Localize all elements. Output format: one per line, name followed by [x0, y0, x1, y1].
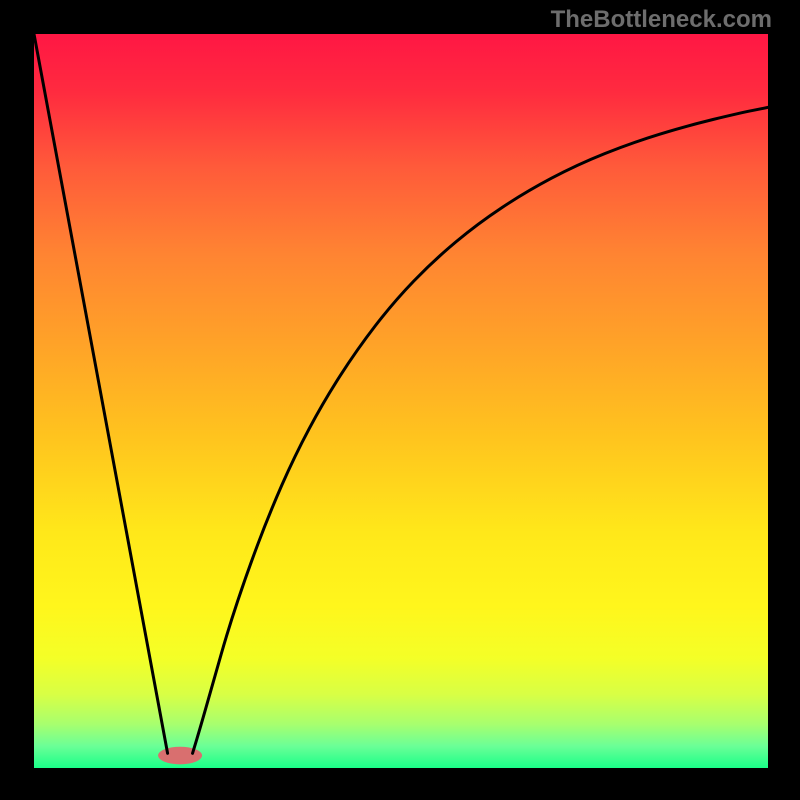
chart-container: TheBottleneck.com	[0, 0, 800, 800]
plot-area	[34, 34, 768, 768]
watermark-text: TheBottleneck.com	[551, 6, 772, 34]
chart-svg	[34, 34, 768, 768]
